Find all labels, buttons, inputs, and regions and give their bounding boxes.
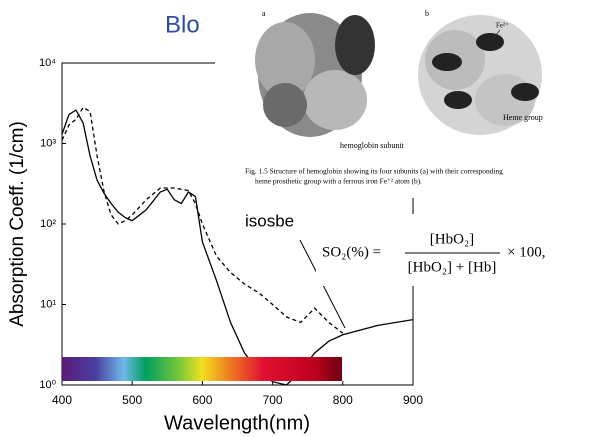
annotation-box — [240, 206, 320, 240]
slide-title: Blo — [165, 11, 200, 38]
y-tick-label: 10¹ — [40, 298, 56, 310]
panel-label: b — [425, 9, 429, 18]
series-line — [61, 106, 344, 334]
panel-label: a — [262, 9, 266, 18]
y-tick-label: 10⁴ — [39, 57, 56, 69]
heme-label: Heme group — [503, 113, 543, 122]
y-tick-label: 10⁰ — [39, 379, 56, 391]
subunit-label: hemoglobin subunit — [340, 141, 405, 150]
x-tick-label: 600 — [192, 393, 212, 407]
x-axis-label: Wavelength(nm) — [164, 412, 310, 434]
formula-denominator: [HbO₂] + [Hb] — [408, 259, 497, 275]
caption-line: Fig. 1.5 Structure of hemoglobin showing… — [245, 167, 503, 176]
y-axis-label: Absorption Coeff. (1/cm) — [7, 121, 28, 327]
spectrum-bar — [62, 357, 342, 381]
x-tick-label: 800 — [333, 393, 353, 407]
y-tick-label: 10² — [40, 218, 56, 230]
x-tick-label: 900 — [403, 393, 423, 407]
y-tick-label: 10³ — [40, 137, 56, 149]
formula-numerator: [HbO₂] — [430, 231, 474, 247]
annotation: isosbe — [245, 211, 294, 230]
x-tick-label: 400 — [52, 393, 72, 407]
formula: SO₂(%) = [HbO₂] [HbO₂] + [Hb] × 100, — [316, 214, 582, 286]
formula-rhs: × 100, — [507, 244, 545, 260]
x-tick-label: 700 — [263, 393, 283, 407]
hemoglobin-figure: a b Fe²⁺ hemoglobin subunit Heme group F… — [215, 0, 595, 198]
formula-lhs: SO₂(%) = — [322, 244, 381, 260]
x-tick-label: 500 — [122, 393, 142, 407]
caption-line: heme prosthetic group with a ferrous iro… — [255, 177, 422, 186]
iron-label: Fe²⁺ — [496, 22, 509, 30]
